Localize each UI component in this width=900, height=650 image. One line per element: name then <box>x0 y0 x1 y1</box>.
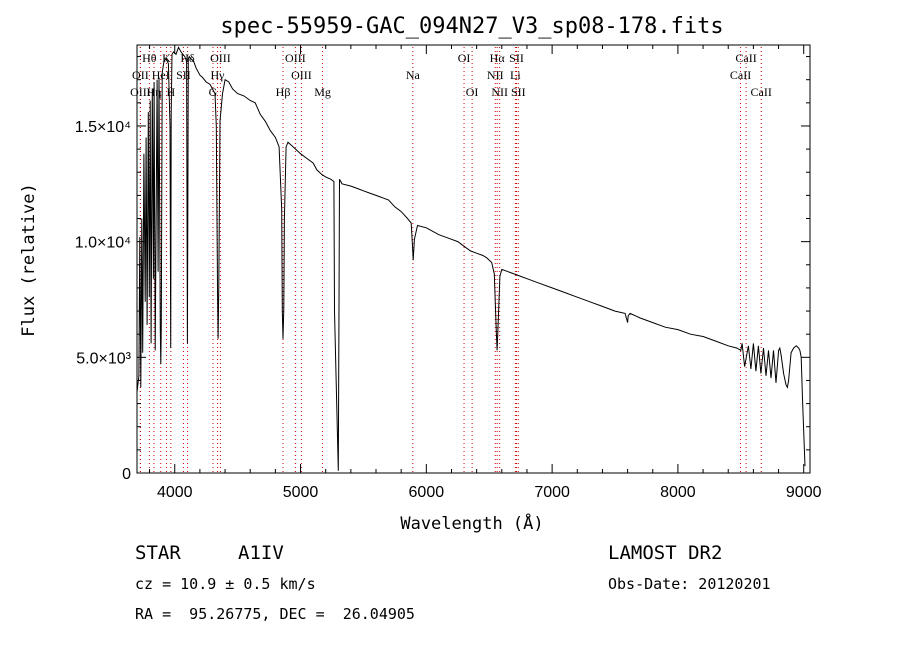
y-tick-label: 5.0×10³ <box>76 350 131 367</box>
line-marker-label: OIII <box>210 51 231 65</box>
object-subclass: A1IV <box>238 542 284 564</box>
line-marker-label: Hθ <box>142 51 157 65</box>
line-marker-label: Na <box>406 68 421 82</box>
axis-ticks: 4000 5000 6000 7000 8000 9000 0 5.0×10³ 1.0×10⁴ 1… <box>75 45 822 501</box>
coordinates: RA = 95.26775, DEC = 26.04905 <box>135 605 415 623</box>
observation-date: Obs-Date: 20120201 <box>608 575 771 593</box>
line-marker-label: SII <box>509 51 524 65</box>
line-marker-label: Hα <box>490 51 506 65</box>
line-marker-label: Hγ <box>211 68 226 82</box>
object-class: STAR <box>135 542 181 564</box>
line-marker-label: G <box>209 85 218 99</box>
y-tick-label: 0 <box>122 466 131 483</box>
line-marker-label: OIII <box>130 85 151 99</box>
spectral-line-markers <box>139 47 762 473</box>
x-tick-label: 8000 <box>660 484 696 501</box>
x-tick-label: 6000 <box>409 484 445 501</box>
line-marker-label: CaII <box>751 85 772 99</box>
line-marker-label: Li <box>510 68 521 82</box>
line-marker-label: HeI <box>152 68 170 82</box>
y-axis-label: Flux (relative) <box>19 183 39 337</box>
x-tick-label: 5000 <box>283 484 319 501</box>
x-tick-label: 4000 <box>157 484 193 501</box>
survey-name: LAMOST DR2 <box>608 542 723 564</box>
plot-frame <box>136 44 811 474</box>
chart-title: spec-55959-GAC_094N27_V3_sp08-178.fits <box>220 14 723 39</box>
line-marker-label: OIII <box>285 51 306 65</box>
line-marker-label: OII <box>132 68 149 82</box>
line-marker-label: OI <box>466 85 479 99</box>
x-tick-label: 9000 <box>786 484 822 501</box>
x-axis-label: Wavelength (Å) <box>400 512 543 534</box>
line-marker-label: CaII <box>735 51 756 65</box>
line-marker-label: CaII <box>730 68 751 82</box>
line-marker-label: SII <box>511 85 526 99</box>
line-marker-label: K <box>162 51 171 65</box>
line-marker-label: NII <box>487 68 504 82</box>
line-marker-label: OIII <box>291 68 312 82</box>
line-marker-label: OI <box>458 51 471 65</box>
spectrum-series-line <box>136 46 806 471</box>
line-marker-label: Hδ <box>180 51 195 65</box>
line-marker-label: Mg <box>314 85 331 99</box>
y-tick-label: 1.5×10⁴ <box>75 119 131 136</box>
x-tick-label: 7000 <box>534 484 570 501</box>
line-marker-label: Hβ <box>276 85 291 99</box>
y-tick-label: 1.0×10⁴ <box>75 235 131 252</box>
line-marker-label: NII <box>491 85 508 99</box>
redshift-cz: cz = 10.9 ± 0.5 km/s <box>135 575 316 593</box>
